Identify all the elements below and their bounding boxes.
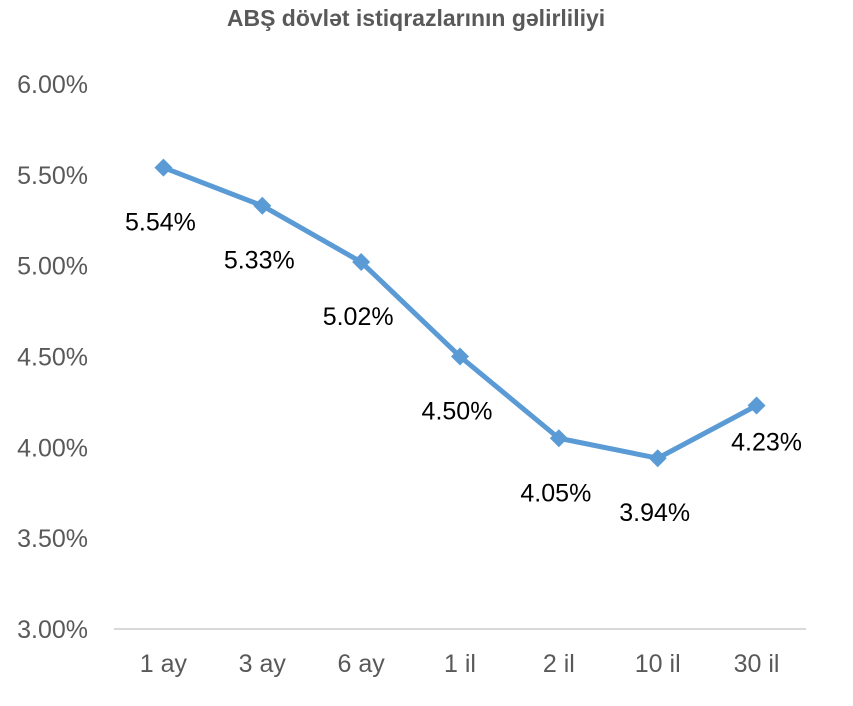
y-tick-label: 5.50% <box>17 162 88 190</box>
x-tick-label: 30 il <box>734 650 780 678</box>
series-markers <box>154 158 766 468</box>
y-tick-label: 5.00% <box>17 253 88 281</box>
data-label: 3.94% <box>619 499 690 527</box>
x-axis-tick-labels: 1 ay 3 ay 6 ay 1 il 2 il 10 il 30 il <box>140 650 780 678</box>
y-tick-label: 3.50% <box>17 525 88 553</box>
data-label: 5.33% <box>224 247 295 275</box>
data-labels: 5.54% 5.33% 5.02% 4.50% 4.05% 3.94% 4.23% <box>125 209 802 528</box>
data-point-marker <box>549 429 568 448</box>
y-tick-label: 4.50% <box>17 344 88 372</box>
x-tick-label: 1 ay <box>140 650 188 678</box>
y-tick-label: 6.00% <box>17 71 88 99</box>
x-tick-label: 1 il <box>444 650 476 678</box>
y-axis-tick-labels: 3.00% 3.50% 4.00% 4.50% 5.00% 5.50% 6.00% <box>17 71 88 644</box>
data-point-marker <box>451 347 469 366</box>
x-tick-label: 3 ay <box>239 650 287 678</box>
x-tick-label: 10 il <box>635 650 681 678</box>
data-point-marker <box>352 253 371 272</box>
data-point-marker <box>154 158 173 177</box>
data-label: 5.02% <box>323 303 394 331</box>
x-tick-label: 2 il <box>543 650 575 678</box>
data-point-marker <box>747 396 766 415</box>
y-tick-label: 4.00% <box>17 434 88 462</box>
data-label: 4.50% <box>422 398 493 426</box>
data-label: 4.05% <box>520 479 591 507</box>
data-point-marker <box>648 449 667 468</box>
x-tick-label: 6 ay <box>338 650 386 678</box>
y-tick-label: 3.00% <box>17 616 88 644</box>
chart-title: ABŞ dövlət istiqrazlarının gəlirliliyi <box>227 5 605 31</box>
data-label: 5.54% <box>125 209 196 237</box>
data-label: 4.23% <box>731 429 802 457</box>
data-point-marker <box>253 196 272 215</box>
